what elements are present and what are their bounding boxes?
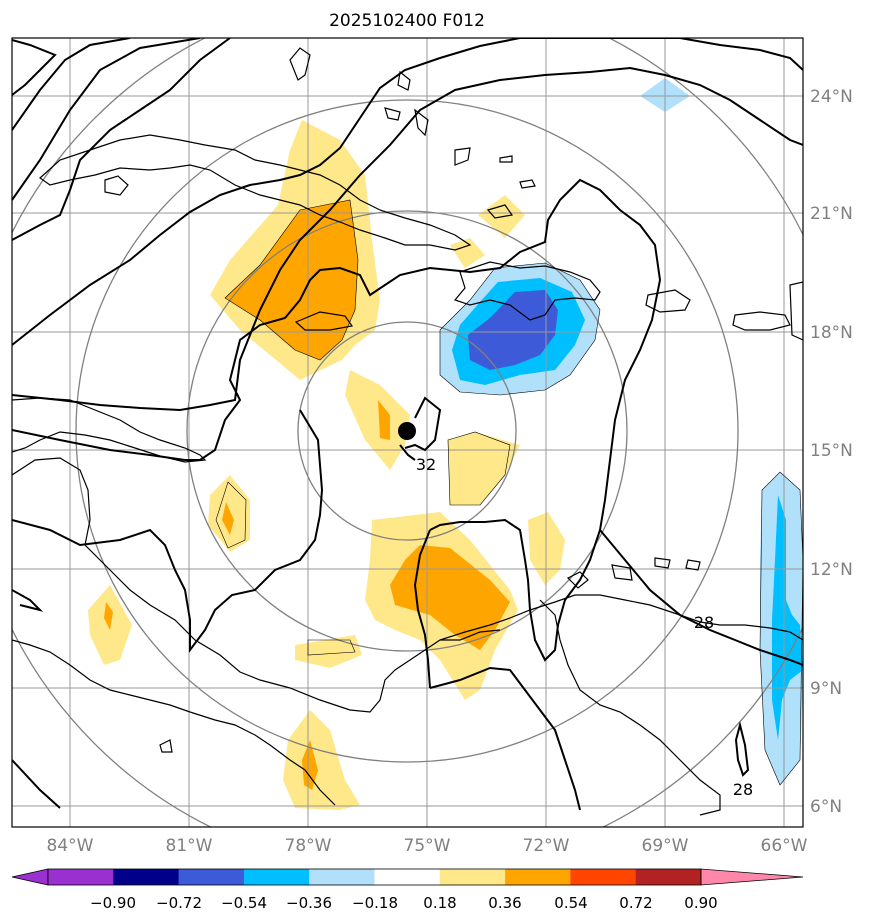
colorbar-tick-label: 0.72 <box>619 894 652 912</box>
colorbar-tick-label: −0.18 <box>352 894 398 912</box>
shading-negative-dark <box>468 290 558 370</box>
lon-tick-label: 66°W <box>761 836 808 856</box>
range-rings <box>12 38 803 827</box>
storm-center-marker <box>398 422 416 440</box>
contour-label: 32 <box>416 455 436 474</box>
colorbar-segment <box>113 869 180 885</box>
colorbar-segment <box>505 869 571 885</box>
colorbar-segment <box>374 869 441 885</box>
lat-tick-label: 24°N <box>810 87 853 107</box>
colorbar-segments <box>11 868 804 886</box>
contour-label: 28 <box>733 780 753 799</box>
colorbar-tick-label: −0.54 <box>221 894 267 912</box>
colorbar-segment <box>635 869 702 885</box>
lat-tick-label: 15°N <box>810 441 853 461</box>
thick-contours <box>12 38 803 811</box>
colorbar-segment <box>178 869 245 885</box>
colorbar-segment <box>309 869 375 885</box>
colorbar-tick-labels: −0.90 −0.72 −0.54 −0.36 −0.18 0.18 0.36 … <box>90 894 718 912</box>
lat-tick-label: 12°N <box>810 560 853 580</box>
colorbar-tick-label: 0.90 <box>684 894 717 912</box>
map-area: 32 28 28 <box>12 38 803 827</box>
shading-outlines <box>215 199 803 786</box>
colorbar-tick-label: 0.54 <box>554 894 587 912</box>
lat-tick-label: 18°N <box>810 323 853 343</box>
colorbar-tick-label: −0.72 <box>156 894 202 912</box>
map-frame <box>11 37 804 828</box>
lon-tick-label: 75°W <box>404 836 451 856</box>
colorbar-frame <box>47 868 702 886</box>
colorbar-tick-label: 0.36 <box>488 894 521 912</box>
colorbar-segment <box>243 869 310 885</box>
colorbar-tick-label: −0.90 <box>90 894 136 912</box>
coastlines <box>12 47 803 816</box>
colorbar-segment <box>570 869 637 885</box>
colorbar-tick-label: 0.18 <box>423 894 456 912</box>
contour-label: 28 <box>694 613 714 632</box>
colorbar-extend-min <box>11 868 49 886</box>
lon-tick-label: 84°W <box>47 836 94 856</box>
longitude-labels: 84°W 81°W 78°W 75°W 72°W 69°W 66°W <box>47 836 808 856</box>
latitude-labels: 24°N 21°N 18°N 15°N 12°N 9°N 6°N <box>810 87 853 817</box>
lon-tick-label: 72°W <box>523 836 570 856</box>
lat-tick-label: 6°N <box>810 797 842 817</box>
colorbar-segment <box>48 869 114 885</box>
colorbar-extend-max <box>700 868 804 886</box>
lat-tick-label: 21°N <box>810 204 853 224</box>
lon-tick-label: 81°W <box>166 836 213 856</box>
lat-tick-label: 9°N <box>810 679 842 699</box>
lon-tick-label: 78°W <box>285 836 332 856</box>
colorbar: −0.90 −0.72 −0.54 −0.36 −0.18 0.18 0.36 … <box>11 868 804 912</box>
colorbar-segment <box>439 869 506 885</box>
colorbar-tick-label: −0.36 <box>286 894 332 912</box>
shading-positive-medium <box>104 200 510 790</box>
map-title: 2025102400 F012 <box>329 11 485 31</box>
lon-tick-label: 69°W <box>642 836 689 856</box>
